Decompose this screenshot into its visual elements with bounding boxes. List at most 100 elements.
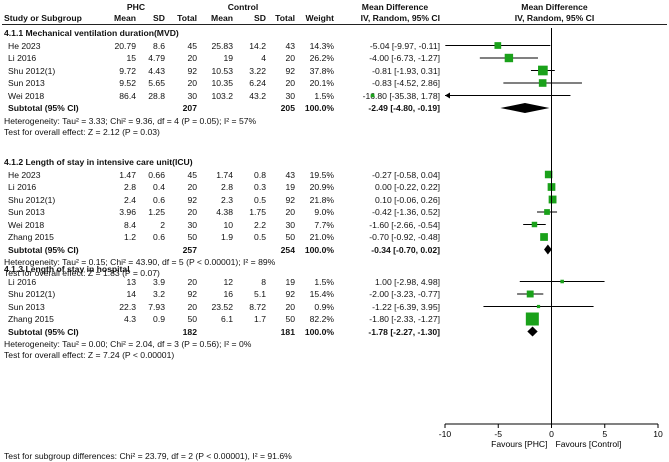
study-n1: 30 bbox=[187, 219, 197, 230]
study-m1: 8.4 bbox=[124, 219, 136, 230]
study-m2: 16 bbox=[223, 289, 233, 299]
study-n1: 20 bbox=[187, 78, 197, 88]
study-n2: 92 bbox=[285, 194, 295, 205]
subtotal-n2: 254 bbox=[280, 244, 295, 255]
study-ci: 0.10 [-0.06, 0.26] bbox=[375, 194, 440, 205]
study-m2: 12 bbox=[223, 276, 233, 287]
study-name: Shu 2012(1) bbox=[8, 194, 56, 205]
md-method-header: IV, Random, 95% CI bbox=[360, 13, 440, 23]
study-sd1: 1.25 bbox=[148, 207, 165, 217]
study-n1: 50 bbox=[187, 232, 197, 242]
study-m1: 14 bbox=[126, 289, 136, 299]
favours-right-label: Favours [Control] bbox=[556, 439, 622, 449]
study-weight: 1.5% bbox=[314, 90, 334, 101]
study-sd1: 0.66 bbox=[148, 169, 165, 180]
study-m2: 1.74 bbox=[216, 169, 233, 180]
study-ci: -0.81 [-1.93, 0.31] bbox=[372, 65, 440, 76]
study-ci: -2.00 [-3.23, -0.77] bbox=[369, 289, 440, 299]
x-tick-label: -5 bbox=[494, 429, 502, 439]
study-sd2: 43.2 bbox=[249, 90, 266, 101]
subtotal-n1: 207 bbox=[182, 103, 197, 113]
sd-control-header: SD bbox=[254, 13, 266, 23]
ci-arrow bbox=[445, 92, 450, 99]
study-m2: 2.8 bbox=[221, 182, 233, 192]
study-n1: 92 bbox=[187, 65, 197, 76]
study-marker bbox=[536, 304, 541, 309]
study-sd1: 0.9 bbox=[153, 314, 165, 324]
x-tick-label: -10 bbox=[439, 429, 452, 439]
study-marker bbox=[548, 195, 557, 204]
heterogeneity-text: Heterogeneity: Tau² = 0.00; Chi² = 2.04,… bbox=[4, 339, 252, 349]
subtotal-label: Subtotal (95% CI) bbox=[8, 326, 79, 337]
study-m2: 1.9 bbox=[221, 232, 233, 242]
study-sd2: 1.75 bbox=[249, 207, 266, 217]
study-ci: -0.27 [-0.58, 0.04] bbox=[372, 169, 440, 180]
study-n2: 20 bbox=[285, 301, 295, 312]
study-m2: 103.2 bbox=[211, 90, 233, 101]
study-sd2: 14.2 bbox=[249, 40, 266, 51]
subtotal-diamond bbox=[527, 326, 538, 337]
study-m1: 2.8 bbox=[124, 182, 136, 192]
total-control-header: Total bbox=[275, 13, 295, 23]
study-m1: 3.96 bbox=[119, 207, 136, 217]
study-m2: 10.53 bbox=[211, 65, 233, 76]
study-ci: -1.22 [-6.39, 3.95] bbox=[372, 301, 440, 312]
subtotal-ci: -0.34 [-0.70, 0.02] bbox=[371, 244, 440, 255]
section-title: 4.1.3 Length of stay in hospital bbox=[4, 264, 130, 274]
subtotal-n2: 181 bbox=[280, 326, 295, 337]
subtotal-ci: -2.49 [-4.80, -0.19] bbox=[368, 103, 440, 113]
x-tick-label: 5 bbox=[602, 429, 607, 439]
subtotal-diamond bbox=[544, 244, 552, 255]
subtotal-n1: 257 bbox=[182, 244, 197, 255]
study-name: Wei 2018 bbox=[8, 90, 45, 101]
study-weight: 21.0% bbox=[309, 232, 334, 242]
study-marker bbox=[544, 209, 550, 215]
study-weight: 19.5% bbox=[309, 169, 334, 180]
study-n2: 30 bbox=[285, 90, 295, 101]
subtotal-label: Subtotal (95% CI) bbox=[8, 103, 79, 113]
study-m1: 2.4 bbox=[124, 194, 136, 205]
study-sd1: 2 bbox=[160, 219, 165, 230]
study-m2: 10.35 bbox=[211, 78, 233, 88]
study-m1: 4.3 bbox=[124, 314, 136, 324]
study-name: Zhang 2015 bbox=[8, 314, 54, 324]
study-sd1: 3.2 bbox=[153, 289, 165, 299]
study-sd1: 0.6 bbox=[153, 232, 165, 242]
study-name: Shu 2012(1) bbox=[8, 65, 56, 76]
study-sd2: 8.72 bbox=[249, 301, 266, 312]
study-weight: 20.1% bbox=[309, 78, 334, 88]
study-ci: -0.42 [-1.36, 0.52] bbox=[372, 207, 440, 217]
study-ci: -1.60 [-2.66, -0.54] bbox=[369, 219, 440, 230]
study-marker bbox=[540, 233, 548, 241]
study-n1: 20 bbox=[187, 53, 197, 63]
study-sd1: 4.79 bbox=[148, 53, 165, 63]
subtotal-weight: 100.0% bbox=[304, 103, 334, 113]
study-n1: 50 bbox=[187, 314, 197, 324]
study-n2: 20 bbox=[285, 78, 295, 88]
study-marker bbox=[560, 279, 564, 284]
study-n2: 30 bbox=[285, 219, 295, 230]
study-name: He 2023 bbox=[8, 169, 41, 180]
study-sd2: 0.5 bbox=[254, 194, 266, 205]
study-sd2: 2.2 bbox=[254, 219, 266, 230]
study-n2: 20 bbox=[285, 53, 295, 63]
study-weight: 9.0% bbox=[314, 207, 334, 217]
study-n2: 43 bbox=[285, 169, 295, 180]
study-name: Li 2016 bbox=[8, 53, 37, 63]
mean-control-header: Mean bbox=[211, 13, 233, 23]
study-weight: 0.9% bbox=[314, 301, 334, 312]
x-tick-label: 0 bbox=[549, 429, 554, 439]
study-sd1: 28.8 bbox=[148, 90, 165, 101]
study-n2: 92 bbox=[285, 289, 295, 299]
study-weight: 82.2% bbox=[309, 314, 334, 324]
study-weight: 26.2% bbox=[309, 53, 334, 63]
study-m1: 1.47 bbox=[119, 169, 136, 180]
study-sd2: 0.3 bbox=[254, 182, 266, 192]
group-control-label: Control bbox=[227, 2, 259, 12]
subtotal-weight: 100.0% bbox=[304, 326, 334, 337]
study-n1: 92 bbox=[187, 194, 197, 205]
study-sd2: 5.1 bbox=[254, 289, 266, 299]
study-weight: 14.3% bbox=[309, 40, 334, 51]
heterogeneity-text: Heterogeneity: Tau² = 3.33; Chi² = 9.36,… bbox=[4, 115, 257, 126]
study-marker bbox=[538, 79, 547, 87]
